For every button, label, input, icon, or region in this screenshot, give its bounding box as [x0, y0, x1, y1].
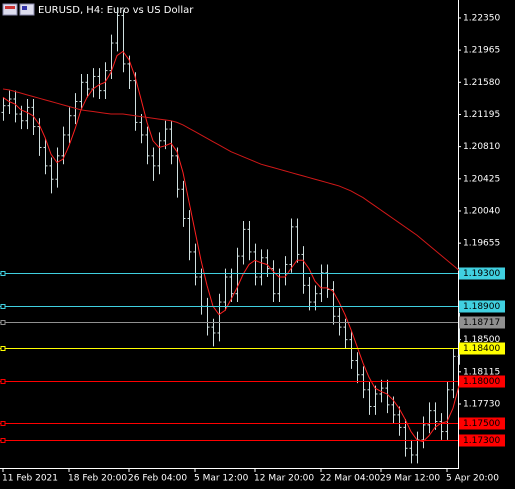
x-tick-label: 5 Apr 20:00 — [446, 474, 499, 484]
level-label: 1.19300 — [463, 269, 500, 279]
icon — [22, 6, 27, 10]
x-tick-label: 26 Feb 04:00 — [128, 474, 187, 484]
x-tick-label: 12 Mar 20:00 — [254, 474, 314, 484]
x-tick-label: 18 Feb 20:00 — [68, 474, 127, 484]
level-handle — [0, 320, 6, 325]
level-handle — [0, 421, 6, 426]
y-tick-label: 1.20425 — [463, 174, 500, 184]
y-tick-label: 1.17730 — [463, 399, 500, 409]
x-tick-label: 5 Mar 12:00 — [194, 474, 249, 484]
level-handle — [0, 346, 6, 351]
y-tick-label: 1.18115 — [463, 367, 500, 377]
y-tick-label: 1.21965 — [463, 46, 500, 56]
level-handle — [0, 379, 6, 384]
level-handle — [0, 271, 6, 276]
level-label: 1.18900 — [463, 302, 500, 312]
x-tick-label: 29 Mar 12:00 — [380, 474, 440, 484]
level-label: 1.18000 — [463, 377, 500, 387]
level-label: 1.17500 — [463, 419, 500, 429]
y-tick-label: 1.21580 — [463, 78, 500, 88]
level-label: 1.18717 — [463, 318, 500, 328]
x-tick-label: 11 Feb 2021 — [2, 474, 58, 484]
level-handle — [0, 438, 6, 443]
level-label-box — [459, 267, 505, 280]
level-label-box — [459, 342, 505, 355]
title-icons — [2, 3, 35, 16]
y-tick-label: 1.20040 — [463, 206, 500, 216]
icon — [2, 3, 18, 16]
level-label-box — [459, 434, 505, 447]
level-label: 1.17300 — [463, 436, 500, 446]
y-tick-label: 1.20810 — [463, 142, 500, 152]
y-tick-label: 1.21195 — [463, 110, 500, 120]
level-label-box — [459, 316, 505, 329]
y-tick-label: 1.18500 — [463, 335, 500, 345]
level-handle — [0, 304, 6, 309]
level-label-box — [459, 300, 505, 313]
y-tick-label: 1.19655 — [463, 239, 500, 249]
level-label-box — [459, 417, 505, 430]
moving-average — [2, 50, 460, 443]
x-tick-label: 22 Mar 04:00 — [320, 474, 380, 484]
chart-title: EURUSD, H4: Euro vs US Dollar — [38, 5, 194, 16]
moving-average — [2, 88, 460, 271]
level-label-box — [459, 375, 505, 388]
level-label: 1.18400 — [463, 344, 500, 354]
icon — [5, 6, 15, 9]
y-tick-label: 1.22350 — [463, 13, 500, 23]
